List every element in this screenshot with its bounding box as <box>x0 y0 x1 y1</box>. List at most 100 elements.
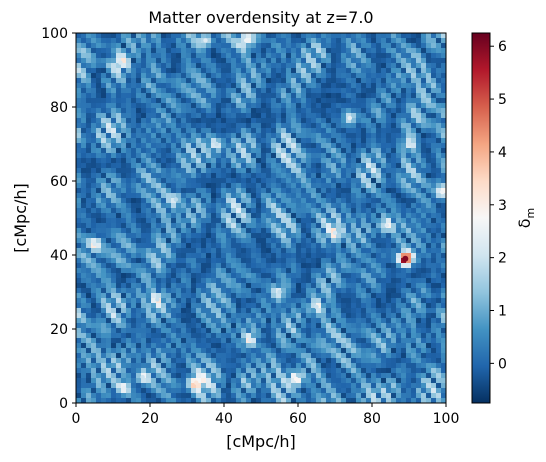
heatmap-cell <box>356 43 362 49</box>
heatmap-cell <box>246 143 252 149</box>
heatmap-cell <box>386 183 392 189</box>
heatmap-cell <box>236 283 242 289</box>
heatmap-cell <box>441 333 446 339</box>
heatmap-cell <box>131 258 137 264</box>
heatmap-cell <box>321 243 327 249</box>
heatmap-cell <box>291 98 297 104</box>
heatmap-cell <box>241 253 247 259</box>
heatmap-cell <box>121 298 127 304</box>
heatmap-cell <box>391 158 397 164</box>
heatmap-cell <box>226 113 232 119</box>
heatmap-cell <box>266 218 272 224</box>
heatmap-cell <box>336 143 342 149</box>
heatmap-cell <box>346 33 352 39</box>
heatmap-cell <box>431 133 437 139</box>
heatmap-cell <box>171 198 177 204</box>
heatmap-cell <box>441 318 446 324</box>
heatmap-cell <box>206 203 212 209</box>
heatmap-cell <box>236 343 242 349</box>
heatmap-cell <box>186 343 192 349</box>
heatmap-cell <box>316 123 322 129</box>
heatmap-cell <box>146 278 152 284</box>
heatmap-cell <box>86 193 92 199</box>
heatmap-cell <box>241 138 247 144</box>
heatmap-cell <box>346 113 352 119</box>
heatmap-cell <box>201 233 207 239</box>
heatmap-cell <box>331 128 337 134</box>
heatmap-cell <box>261 338 267 344</box>
heatmap-cell <box>161 248 167 254</box>
heatmap-cell <box>96 253 102 259</box>
heatmap-cell <box>171 33 177 39</box>
heatmap-cell <box>106 43 112 49</box>
heatmap-cell <box>371 38 377 44</box>
heatmap-cell <box>186 288 192 294</box>
heatmap-cell <box>231 348 237 354</box>
heatmap-cell <box>361 283 367 289</box>
heatmap-cell <box>151 368 157 374</box>
heatmap-cell <box>386 48 392 54</box>
heatmap-cell <box>266 78 272 84</box>
heatmap-cell <box>171 253 177 259</box>
heatmap-cell <box>326 78 332 84</box>
heatmap-cell <box>426 143 432 149</box>
heatmap-cell <box>421 288 427 294</box>
heatmap-cell <box>266 288 272 294</box>
heatmap-cell <box>331 318 337 324</box>
heatmap-cell <box>436 353 442 359</box>
heatmap-cell <box>96 178 102 184</box>
heatmap-cell <box>191 143 197 149</box>
heatmap-cell <box>256 63 262 69</box>
heatmap-cell <box>291 318 297 324</box>
heatmap-cell <box>406 283 412 289</box>
heatmap-cell <box>151 313 157 319</box>
heatmap-cell <box>101 293 107 299</box>
heatmap-cell <box>76 158 82 164</box>
heatmap-cell <box>391 43 397 49</box>
heatmap-cell <box>106 303 112 309</box>
heatmap-cell <box>306 223 312 229</box>
heatmap-cell <box>406 118 412 124</box>
heatmap-cell <box>376 43 382 49</box>
heatmap-cell <box>136 363 142 369</box>
heatmap-cell <box>166 278 172 284</box>
heatmap-cell <box>291 273 297 279</box>
heatmap-cell <box>266 123 272 129</box>
heatmap-cell <box>376 153 382 159</box>
heatmap-cell <box>426 118 432 124</box>
heatmap-cell <box>321 318 327 324</box>
heatmap-cell <box>336 133 342 139</box>
heatmap-cell <box>316 88 322 94</box>
heatmap-cell <box>291 83 297 89</box>
heatmap-cell <box>426 258 432 264</box>
heatmap-cell <box>146 143 152 149</box>
heatmap-cell <box>226 298 232 304</box>
heatmap-cell <box>116 308 122 314</box>
heatmap-cell <box>346 253 352 259</box>
heatmap-cell <box>191 263 197 269</box>
heatmap-cell <box>81 318 87 324</box>
heatmap-cell <box>166 113 172 119</box>
heatmap-cell <box>361 108 367 114</box>
heatmap-cell <box>91 43 97 49</box>
heatmap-cell <box>326 98 332 104</box>
heatmap-cell <box>441 263 446 269</box>
heatmap-cell <box>131 293 137 299</box>
heatmap-cell <box>166 143 172 149</box>
heatmap-cell <box>281 278 287 284</box>
heatmap-cell <box>161 133 167 139</box>
heatmap-cell <box>191 313 197 319</box>
heatmap-cell <box>281 168 287 174</box>
heatmap-cell <box>116 138 122 144</box>
heatmap-cell <box>311 208 317 214</box>
heatmap-cell <box>151 43 157 49</box>
heatmap-cell <box>216 133 222 139</box>
heatmap-cell <box>281 273 287 279</box>
heatmap-cell <box>76 33 82 39</box>
heatmap-cell <box>356 308 362 314</box>
heatmap-cell <box>311 113 317 119</box>
heatmap-cell <box>121 133 127 139</box>
heatmap-cell <box>201 193 207 199</box>
heatmap-cell <box>91 83 97 89</box>
heatmap-cell <box>431 173 437 179</box>
